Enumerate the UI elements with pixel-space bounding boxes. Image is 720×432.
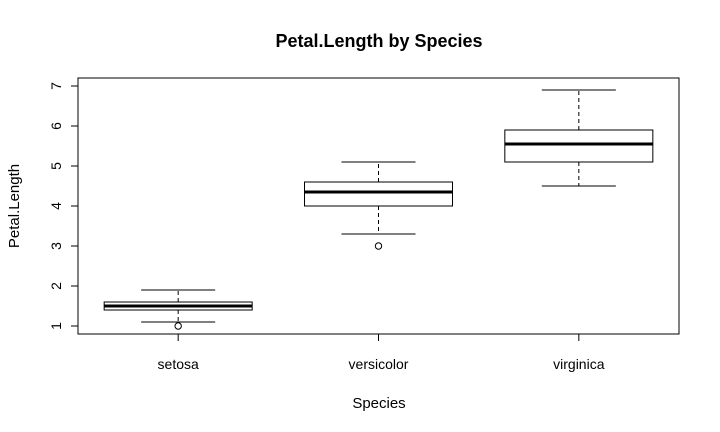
y-tick-label: 3 [48,242,64,250]
iqr-box [304,181,453,207]
y-tick-label: 1 [48,322,64,330]
y-axis: 1 2 3 4 5 6 7 [48,82,79,330]
y-axis-label: Petal.Length [6,164,23,248]
x-tick-label-setosa: setosa [158,356,199,372]
box-setosa [103,289,253,330]
x-axis: setosa versicolor virginica [158,333,605,372]
y-tick-label: 6 [48,122,64,130]
box-versicolor [304,161,453,250]
y-tick-label: 7 [48,82,64,90]
y-tick-label: 2 [48,282,64,290]
outlier-point [374,242,383,250]
outlier-point [174,322,182,330]
y-tick-label: 4 [48,202,64,210]
y-tick-label: 5 [48,162,64,170]
x-axis-label: Species [352,395,405,412]
x-tick-label-versicolor: versicolor [349,356,409,372]
iqr-box [504,129,654,163]
boxes-group [103,89,654,330]
box-virginica [504,89,654,187]
x-tick-label-virginica: virginica [553,356,605,372]
chart-title: Petal.Length by Species [275,31,482,51]
